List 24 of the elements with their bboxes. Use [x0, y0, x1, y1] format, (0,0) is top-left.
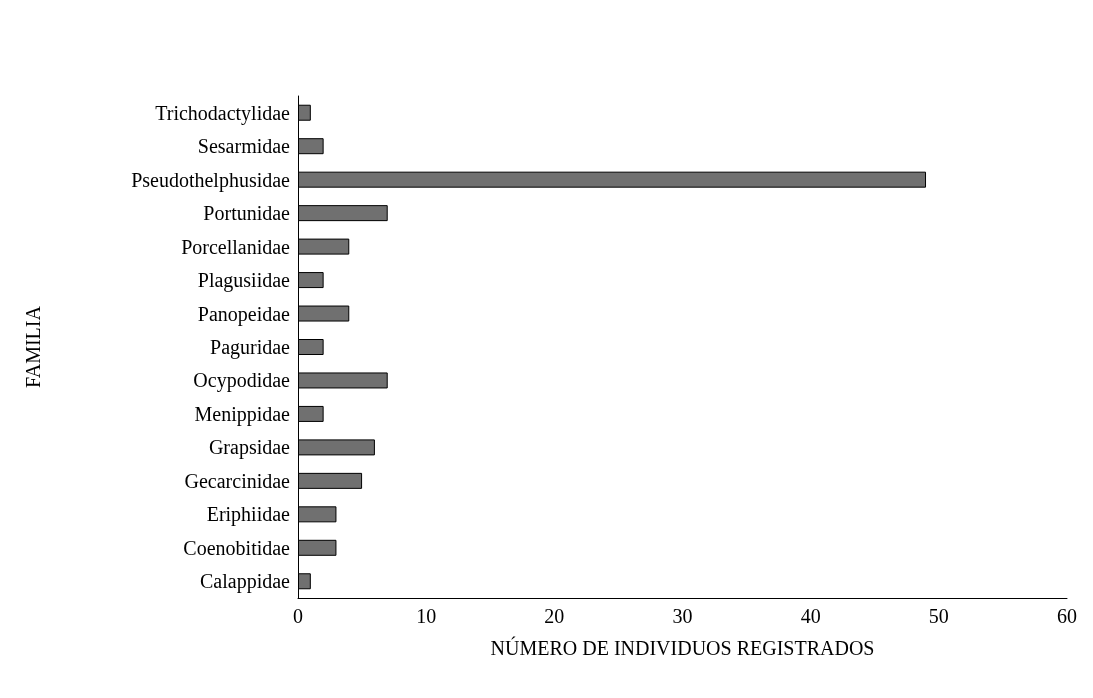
y-tick-label: Pseudothelphusidae — [131, 168, 291, 192]
y-tick-label: Gecarcinidae — [184, 469, 291, 492]
y-tick-label: Panopeidae — [197, 302, 291, 326]
y-tick-label: Ocypodidae — [193, 369, 291, 393]
y-axis-title: FAMILIA — [22, 305, 44, 388]
y-tick-label: Coenobitidae — [183, 536, 291, 559]
y-tick-label: Paguridae — [210, 336, 291, 359]
y-tick-label: Eriphiidae — [206, 503, 291, 527]
y-tick-label: Calappidae — [200, 570, 291, 594]
x-tick-label: 0 — [293, 605, 303, 627]
x-tick-label: 50 — [928, 605, 949, 627]
y-tick-label: Plagusiidae — [197, 269, 291, 293]
y-tick-label: Porcellanidae — [181, 235, 291, 258]
x-tick-label: 60 — [1057, 605, 1077, 627]
x-tick-label: 10 — [416, 605, 437, 627]
y-tick-label: Sesarmidae — [197, 135, 291, 158]
x-tick-label: 40 — [800, 605, 821, 627]
y-tick-label: Trichodactylidae — [155, 101, 291, 125]
x-tick-label: 30 — [672, 605, 693, 627]
x-tick-label: 20 — [544, 605, 565, 627]
y-tick-label: Portunidae — [203, 202, 291, 225]
y-tick-label: Menippidae — [194, 402, 291, 426]
y-tick-label: Grapsidae — [208, 436, 291, 460]
x-axis-title: NÚMERO DE INDIVIDUOS REGISTRADOS — [490, 636, 875, 659]
